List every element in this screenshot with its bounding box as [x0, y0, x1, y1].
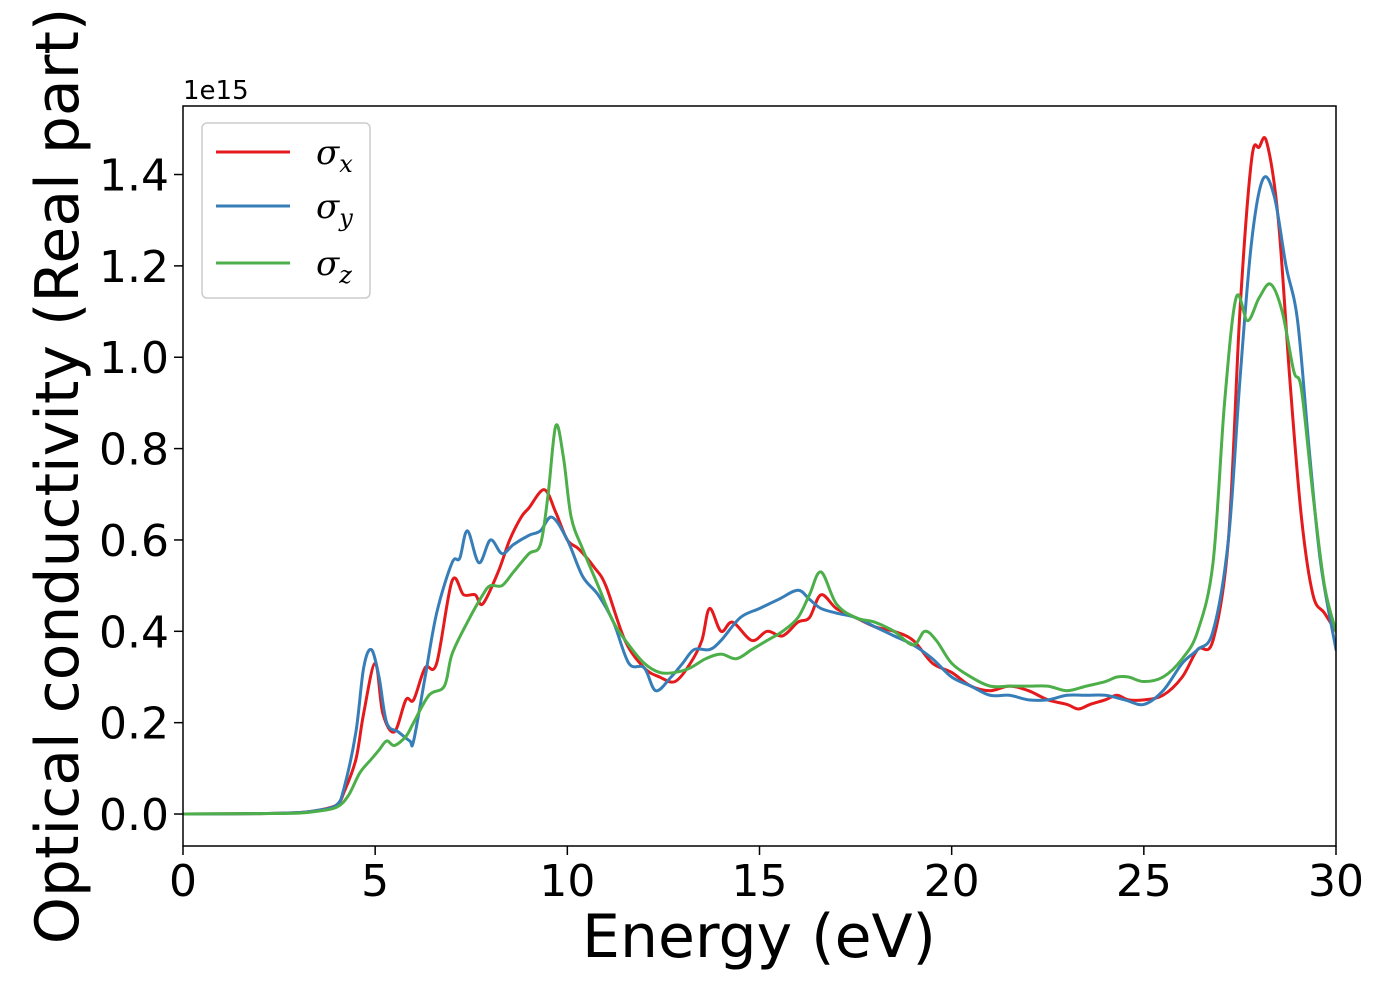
- x-tick-label: 15: [732, 856, 788, 907]
- x-tick-label: 20: [924, 856, 980, 907]
- y-tick-label: 1.2: [99, 242, 169, 293]
- y-tick-label: 1.0: [99, 333, 169, 384]
- legend: σx σy σz: [201, 122, 371, 299]
- x-axis-title: Energy (eV): [582, 902, 936, 972]
- y-tick-label: 0.8: [99, 425, 169, 476]
- x-tick-label: 10: [539, 856, 595, 907]
- y-tick-label: 1.4: [99, 151, 169, 202]
- y-tick-label: 0.2: [99, 699, 169, 750]
- x-axis: 0 5 10 15 20 25 30: [169, 846, 1364, 907]
- legend-box: [201, 122, 371, 299]
- x-tick-label: 25: [1116, 856, 1172, 907]
- legend-label-sigma-y: σy: [316, 187, 353, 232]
- series-layer: [183, 136, 1336, 816]
- y-axis-title: Optical conductivity (Real part): [23, 8, 93, 945]
- legend-label-sigma-x: σx: [316, 133, 353, 178]
- series-line-sigma-y: [183, 175, 1336, 816]
- x-tick-label: 30: [1308, 856, 1364, 907]
- y-offset-label: 1e15: [183, 76, 249, 106]
- x-tick-label: 0: [169, 856, 197, 907]
- x-tick-label: 5: [361, 856, 389, 907]
- legend-label-sigma-z: σz: [316, 244, 352, 289]
- y-tick-label: 0.0: [99, 790, 169, 841]
- y-tick-label: 0.6: [99, 516, 169, 567]
- series-line-sigma-z: [183, 282, 1336, 816]
- y-axis: 0.0 0.2 0.4 0.6 0.8 1.0 1.2 1.4: [99, 151, 183, 841]
- y-tick-label: 0.4: [99, 607, 169, 658]
